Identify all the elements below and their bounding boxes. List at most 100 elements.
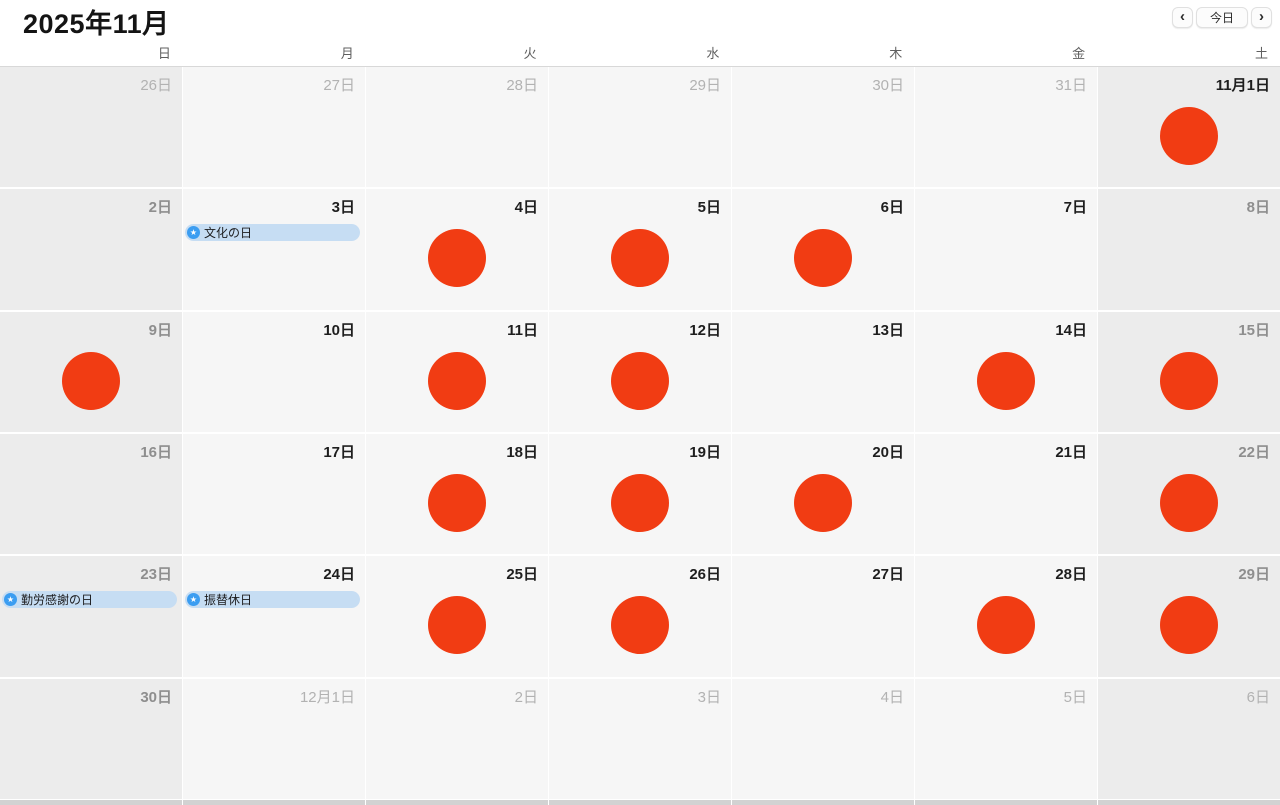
event-circle[interactable] [794,474,852,532]
day-cell[interactable]: 17日 [183,434,365,555]
day-cell[interactable]: 12月1日 [183,678,365,799]
next-week-cell-edge [366,800,548,805]
weekday-label-tue: 火 [523,46,537,61]
day-cell[interactable]: 5日 [549,189,731,310]
day-cell[interactable]: 22日 [1098,434,1280,555]
holiday-event-pill[interactable]: ★ 勤労感謝の日 [2,591,177,609]
event-circle[interactable] [611,351,669,410]
date-label: 3日 [697,688,721,706]
day-cell[interactable]: 3日 ★ 文化の日 [183,189,365,310]
day-cell[interactable]: 29日 [1098,556,1280,677]
day-cell[interactable]: 10日 [183,311,365,432]
date-label: 15日 [1238,321,1270,339]
day-cell[interactable]: 3日 [549,678,731,799]
event-circle[interactable] [1160,596,1218,655]
date-label: 22日 [1238,444,1270,461]
event-circle[interactable] [62,351,120,410]
date-label: 2日 [514,688,538,706]
weekday-header: 日 月 火 水 木 金 土 [0,42,1280,67]
previous-month-button[interactable]: ‹ [1171,7,1193,28]
date-label: 7日 [1063,199,1087,217]
event-circle[interactable] [1160,474,1218,532]
day-cell[interactable]: 28日 [915,556,1097,677]
date-label: 12日 [689,321,721,339]
day-cell[interactable]: 4日 [366,189,548,310]
date-label: 5日 [697,199,721,217]
day-cell[interactable]: 20日 [732,434,914,555]
day-cell[interactable]: 26日 [549,556,731,677]
weekday-label-thu: 木 [889,46,903,61]
date-label: 20日 [872,444,904,461]
date-label: 17日 [323,444,355,461]
weekday-label-fri: 金 [1072,46,1086,61]
day-cell[interactable]: 28日 [366,67,548,188]
day-cell[interactable]: 8日 [1098,189,1280,310]
event-circle[interactable] [428,474,486,532]
day-cell[interactable]: 19日 [549,434,731,555]
day-cell[interactable]: 29日 [549,67,731,188]
day-cell[interactable]: 5日 [915,678,1097,799]
holiday-event-label: 文化の日 [204,226,253,241]
event-circle[interactable] [1160,351,1218,410]
month-grid: 26日 27日 28日 29日 30日 31日 11月1日 2日 3日 ★ 文化の… [0,67,1280,799]
date-label: 16日 [140,444,172,461]
today-button[interactable]: 今日 [1195,7,1248,28]
day-cell[interactable]: 27日 [732,556,914,677]
holiday-event-label: 勤労感謝の日 [21,593,94,608]
event-circle[interactable] [428,596,486,655]
star-icon: ★ [4,593,17,607]
date-label: 21日 [1055,444,1087,461]
event-circle[interactable] [977,351,1035,410]
day-cell[interactable]: 6日 [732,189,914,310]
day-cell[interactable]: 14日 [915,311,1097,432]
star-icon: ★ [187,226,200,240]
event-circle[interactable] [428,351,486,410]
next-month-button[interactable]: › [1251,7,1272,28]
day-cell[interactable]: 23日 ★ 勤労感謝の日 [0,556,182,677]
day-cell[interactable]: 26日 [0,67,182,188]
day-cell[interactable]: 30日 [0,678,182,799]
date-label: 28日 [1055,566,1087,584]
date-label: 30日 [140,688,172,706]
day-cell[interactable]: 11月1日 [1098,67,1280,188]
event-circle[interactable] [428,229,486,288]
day-cell[interactable]: 12日 [549,311,731,432]
day-cell[interactable]: 30日 [732,67,914,188]
date-label: 27日 [323,77,355,94]
event-circle[interactable] [611,596,669,655]
day-cell[interactable]: 13日 [732,311,914,432]
day-cell[interactable]: 11日 [366,311,548,432]
date-label: 13日 [872,321,904,339]
day-cell[interactable]: 25日 [366,556,548,677]
day-cell[interactable]: 2日 [0,189,182,310]
chevron-right-icon: › [1259,8,1264,25]
weekday-label-sat: 土 [1254,46,1268,61]
day-cell[interactable]: 21日 [915,434,1097,555]
date-label: 29日 [1238,566,1270,584]
date-label: 19日 [689,444,721,461]
day-cell[interactable]: 9日 [0,311,182,432]
holiday-event-pill[interactable]: ★ 文化の日 [185,224,360,242]
day-cell[interactable]: 27日 [183,67,365,188]
day-cell[interactable]: 31日 [915,67,1097,188]
event-circle[interactable] [977,596,1035,655]
day-cell[interactable]: 15日 [1098,311,1280,432]
event-circle[interactable] [1160,107,1218,165]
day-cell[interactable]: 7日 [915,189,1097,310]
day-cell[interactable]: 2日 [366,678,548,799]
day-cell[interactable]: 24日 ★ 振替休日 [183,556,365,677]
day-cell[interactable]: 18日 [366,434,548,555]
event-circle[interactable] [611,229,669,288]
date-label: 6日 [880,199,904,217]
next-week-cell-edge [915,800,1097,805]
date-label: 10日 [323,321,355,339]
day-cell[interactable]: 6日 [1098,678,1280,799]
date-label: 9日 [148,321,172,339]
date-label: 4日 [880,688,904,706]
holiday-event-pill[interactable]: ★ 振替休日 [185,591,360,609]
day-cell[interactable]: 4日 [732,678,914,799]
event-circle[interactable] [611,474,669,532]
date-label: 24日 [323,566,355,584]
event-circle[interactable] [794,229,852,288]
day-cell[interactable]: 16日 [0,434,182,555]
